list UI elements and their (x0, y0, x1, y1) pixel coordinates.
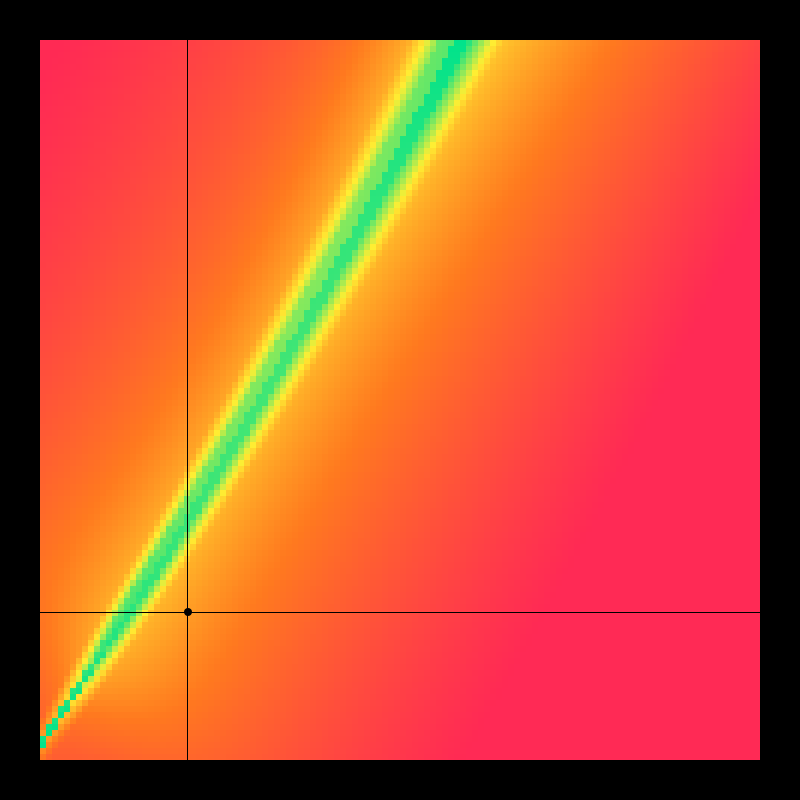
heatmap-canvas (40, 40, 760, 760)
crosshair-dot (184, 608, 192, 616)
chart-frame: TheBottleneck.com (0, 0, 800, 800)
crosshair-horizontal (40, 612, 760, 613)
crosshair-vertical (187, 40, 188, 760)
